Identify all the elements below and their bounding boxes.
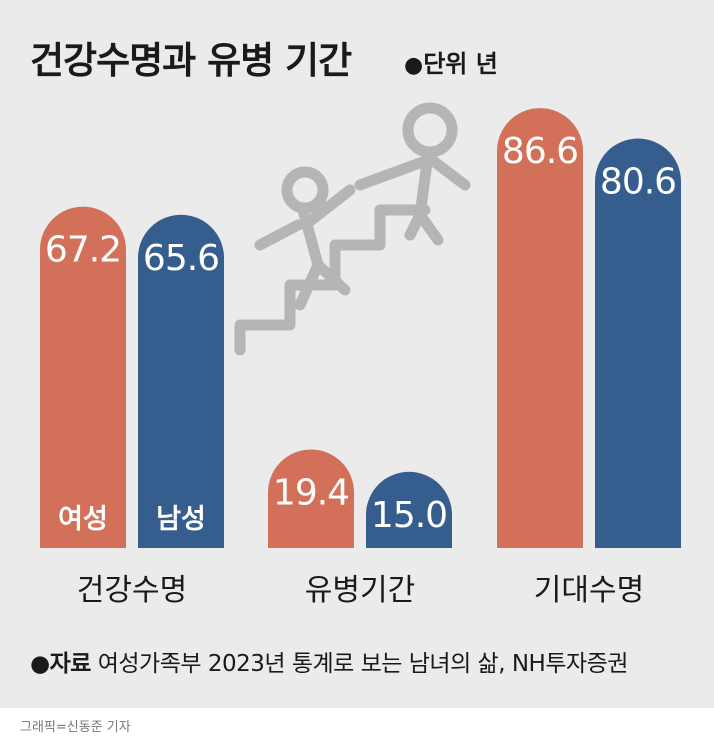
bar-chart: 67.2 여성 19.4 86.6 65.6 남성 15.0 80.6 건강수명 유병기간 기대수… bbox=[40, 102, 681, 608]
stairs-people-icon bbox=[234, 102, 471, 356]
series-label: 여성 bbox=[58, 504, 108, 535]
unit-text: 단위 년 bbox=[423, 50, 498, 78]
category-label: 건강수명 bbox=[77, 573, 187, 608]
bar-male-2 bbox=[595, 138, 681, 548]
value-label: 15.0 bbox=[371, 495, 447, 536]
category-label: 유병기간 bbox=[305, 573, 415, 608]
chart-card: 건강수명과 유병 기간 ●단위 년 67.2 여성 19.4 86.6 65.6 남성 15… bbox=[0, 0, 714, 708]
source-label: 자료 bbox=[49, 651, 92, 677]
chart-title: 건강수명과 유병 기간 bbox=[30, 39, 352, 82]
bar-male-1 bbox=[366, 471, 452, 548]
unit-label: ●단위 년 bbox=[404, 44, 498, 79]
series-label: 남성 bbox=[156, 504, 206, 535]
value-label: 19.4 bbox=[273, 472, 349, 513]
bar-female-0 bbox=[40, 206, 126, 548]
category-label: 기대수명 bbox=[534, 573, 644, 608]
bar-female-2 bbox=[497, 108, 583, 548]
source-bullet: ● bbox=[30, 651, 50, 677]
value-label: 86.6 bbox=[502, 131, 578, 172]
bar-male-0 bbox=[138, 214, 224, 548]
source-text: 여성가족부 2023년 통계로 보는 남녀의 삶, NH투자증권 bbox=[97, 651, 629, 677]
value-label: 65.6 bbox=[143, 238, 219, 279]
bullet-icon: ● bbox=[404, 53, 424, 78]
value-label: 67.2 bbox=[45, 230, 121, 271]
value-label: 80.6 bbox=[600, 162, 676, 203]
graphic-credit: 그래픽=신동준 기자 bbox=[20, 720, 131, 735]
bar-female-1 bbox=[268, 449, 354, 548]
source-note: ●자료 여성가족부 2023년 통계로 보는 남녀의 삶, NH투자증권 bbox=[30, 644, 628, 678]
